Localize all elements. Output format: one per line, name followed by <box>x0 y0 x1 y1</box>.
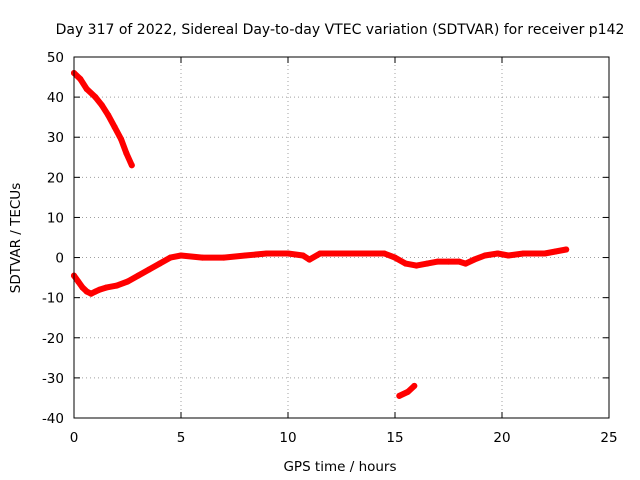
x-tick-label: 15 <box>386 430 403 446</box>
data-point <box>402 260 409 267</box>
data-point <box>145 266 152 273</box>
y-tick-label: 50 <box>47 50 64 66</box>
chart-title: Day 317 of 2022, Sidereal Day-to-day VTE… <box>56 22 625 38</box>
data-point <box>494 250 501 257</box>
data-point <box>98 102 105 109</box>
data-point <box>392 254 398 261</box>
data-point <box>552 248 559 255</box>
data-point <box>123 150 130 157</box>
data-point <box>462 260 469 267</box>
data-point <box>306 256 313 263</box>
data-point <box>563 246 570 253</box>
data-point <box>113 282 120 289</box>
data-point <box>317 250 324 257</box>
axis-ticks: 0 5 10 15 20 25 -40 -30 -20 -10 0 10 20 30 40 50 <box>42 50 618 446</box>
y-tick-label: -40 <box>42 411 64 427</box>
x-tick-label: 20 <box>493 430 510 446</box>
data-point <box>118 136 125 143</box>
data-point <box>404 388 411 395</box>
x-tick-label: 25 <box>600 430 617 446</box>
data-point <box>167 254 174 261</box>
data-point <box>92 94 99 101</box>
data-point <box>128 162 135 169</box>
data-point <box>156 260 163 267</box>
data-point <box>178 252 184 259</box>
y-tick-label: 30 <box>47 130 64 146</box>
data-point <box>541 250 548 257</box>
data-point <box>505 252 512 259</box>
y-axis-label: SDTVAR / TECUs <box>8 183 24 293</box>
data-point <box>413 262 420 269</box>
y-tick-label: 0 <box>55 251 64 267</box>
y-tick-label: -30 <box>42 371 64 387</box>
data-point <box>338 250 345 257</box>
x-tick-label: 5 <box>177 430 186 446</box>
data-point <box>83 86 90 93</box>
data-point <box>75 278 82 285</box>
data-point <box>124 278 131 285</box>
data-point <box>300 252 306 259</box>
data-point <box>199 254 206 261</box>
data-point <box>111 124 118 131</box>
data-point <box>77 76 84 83</box>
data-point <box>411 382 418 389</box>
data-point <box>79 284 86 291</box>
data-point <box>359 250 366 257</box>
data-point <box>434 258 441 265</box>
x-tick-label: 0 <box>70 430 79 446</box>
y-tick-label: -10 <box>42 291 64 307</box>
x-tick-label: 10 <box>279 430 296 446</box>
data-point <box>381 250 388 257</box>
data-point <box>481 252 488 259</box>
data-point <box>520 250 527 257</box>
y-tick-label: 10 <box>47 210 64 226</box>
data-point <box>105 112 112 119</box>
plot-frame <box>73 56 610 419</box>
x-axis-label: GPS time / hours <box>283 459 396 475</box>
y-tick-label: -20 <box>42 331 64 347</box>
data-point <box>471 256 478 263</box>
data-point <box>96 286 103 293</box>
data-point <box>103 284 110 291</box>
data-point <box>285 250 291 257</box>
grid <box>74 57 609 418</box>
data-point <box>135 272 142 279</box>
y-tick-label: 40 <box>47 90 64 106</box>
data-point <box>242 252 249 259</box>
series-line-segment-1 <box>71 70 135 169</box>
data-point <box>456 258 463 265</box>
y-tick-label: 20 <box>47 170 64 186</box>
data-series <box>71 70 570 399</box>
data-point <box>220 254 227 261</box>
data-point <box>424 260 431 267</box>
data-point <box>263 250 270 257</box>
data-point <box>445 258 452 265</box>
data-point <box>396 392 403 399</box>
